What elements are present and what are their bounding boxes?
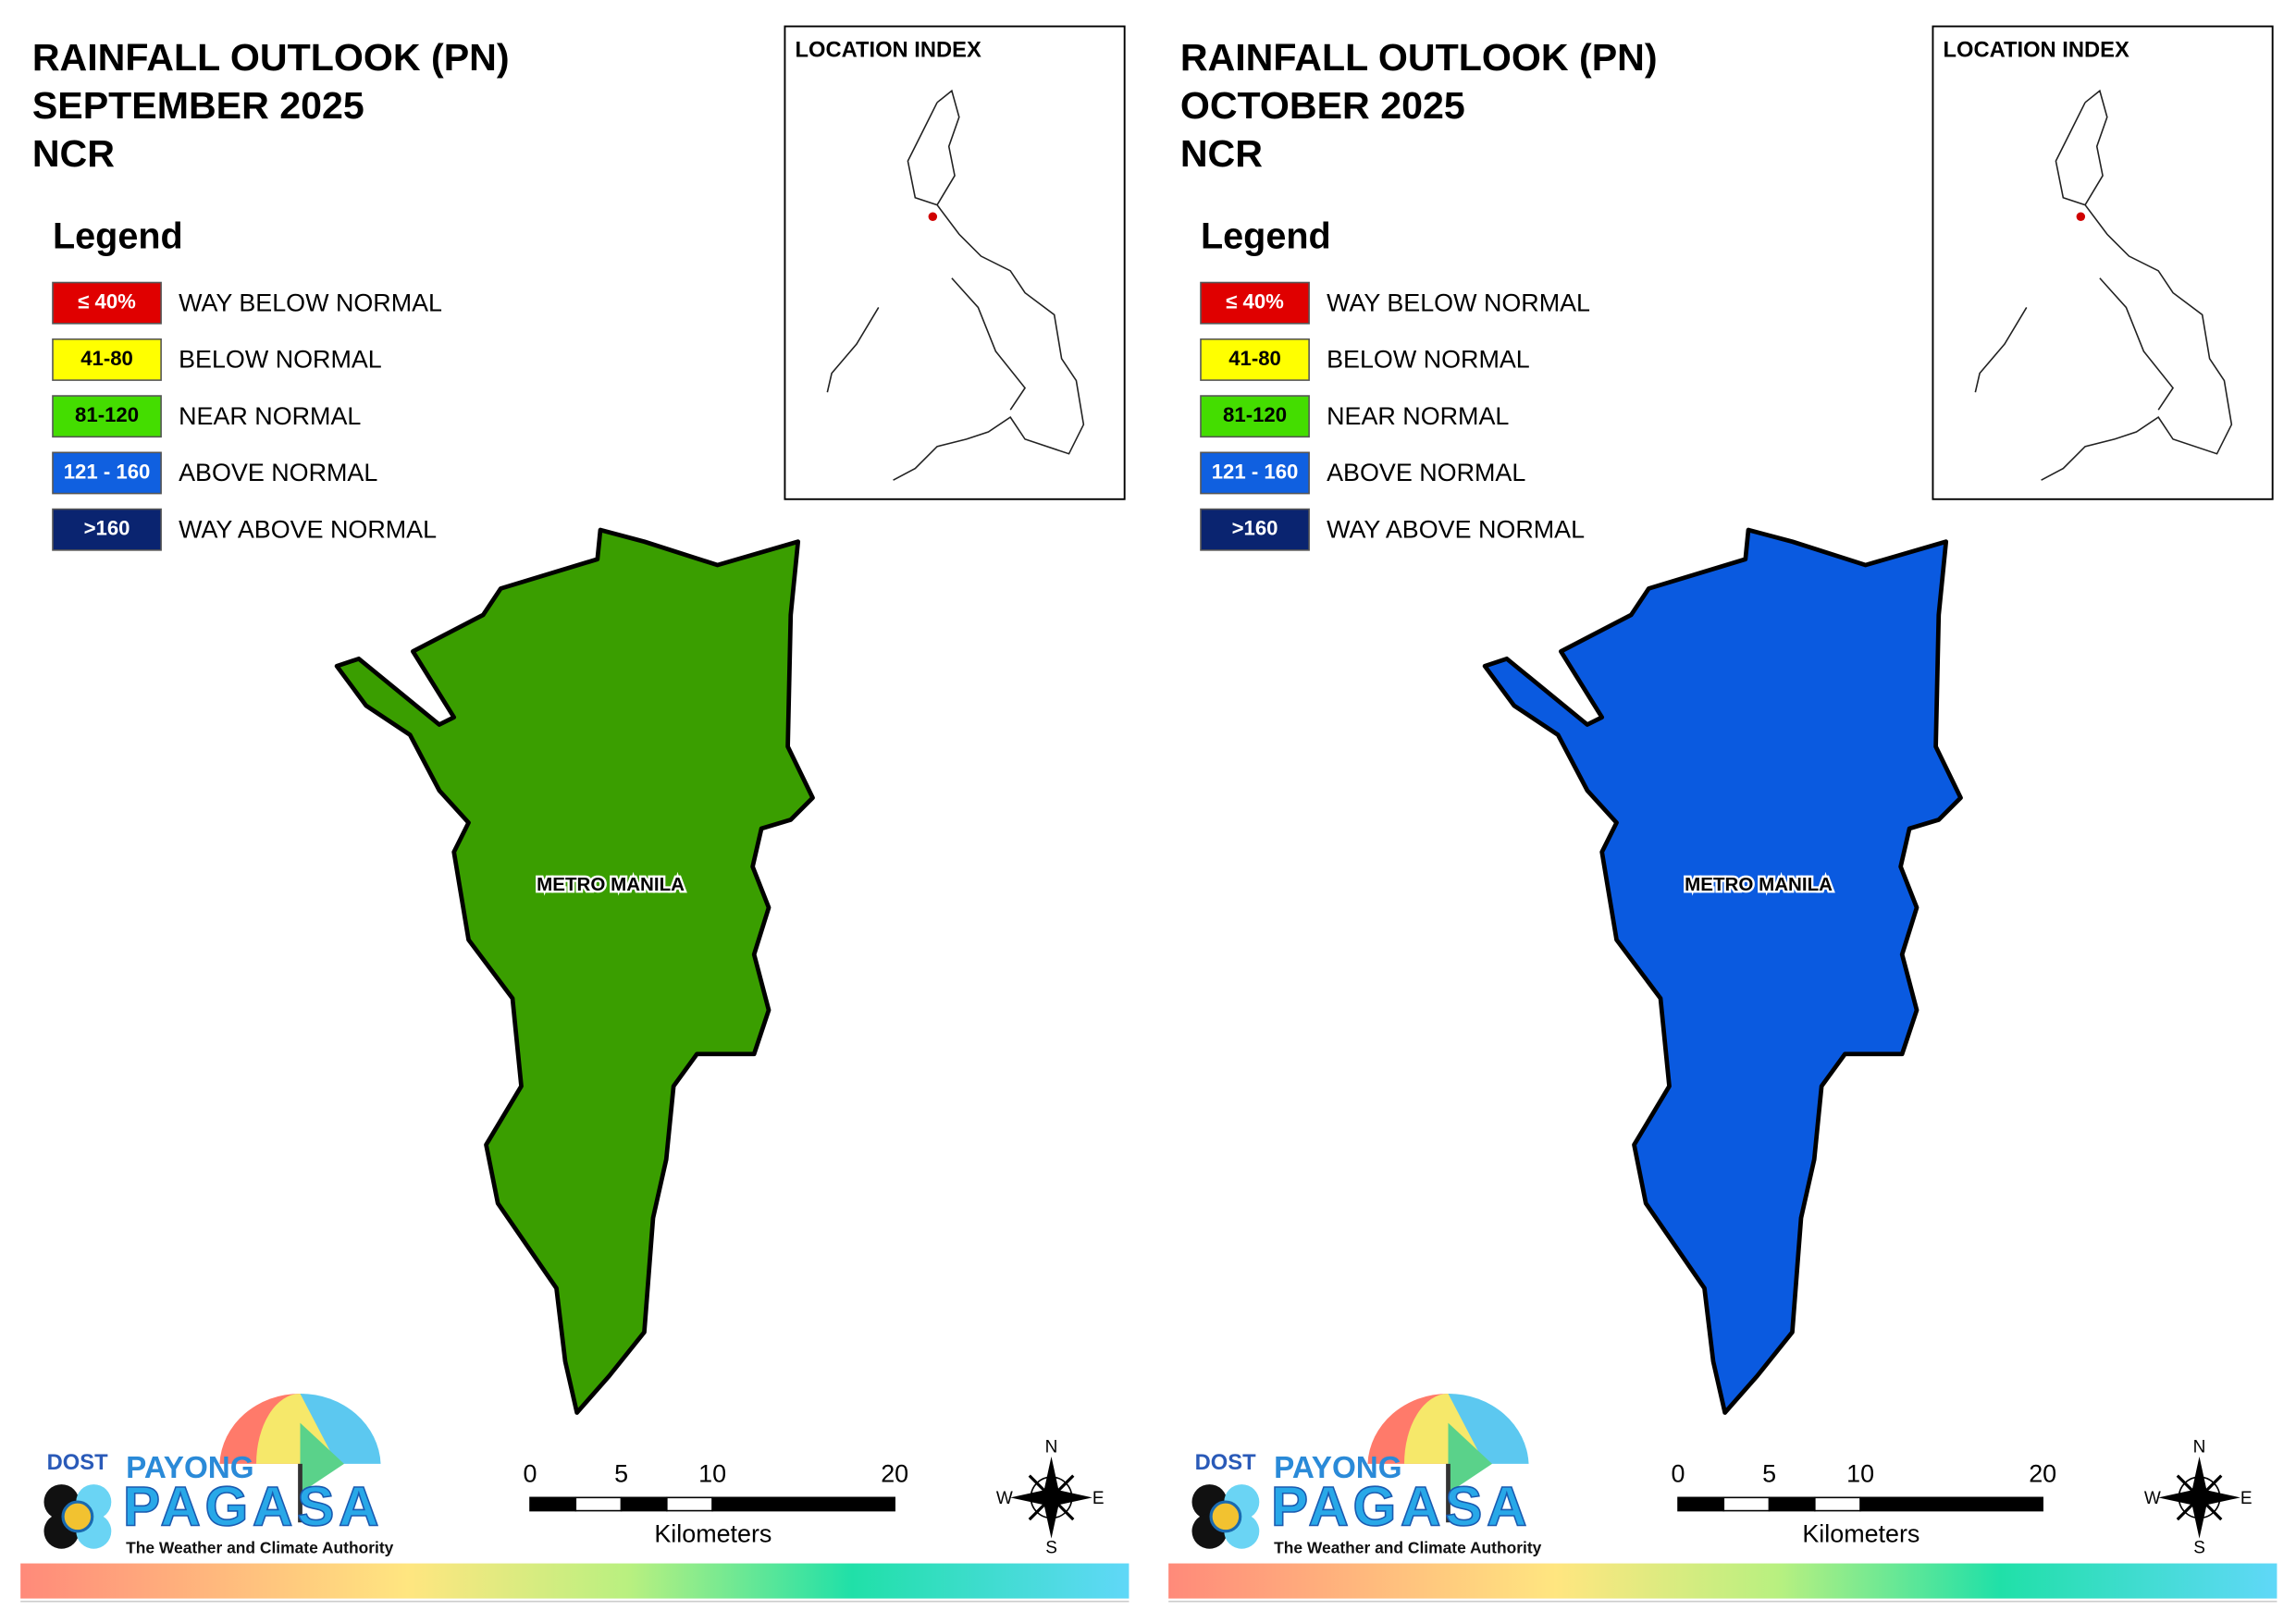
scale-segment [529, 1496, 577, 1512]
philippines-outline [826, 89, 1085, 481]
region-label: METRO MANILA [537, 874, 685, 895]
compass-s: S [2193, 1539, 2205, 1558]
legend-label: ABOVE NORMAL [1327, 459, 1525, 486]
scale-tick-label: 0 [1672, 1460, 1685, 1488]
region-area [334, 527, 815, 1415]
scale-segment [1722, 1496, 1771, 1512]
compass-star-minor [1028, 1474, 1075, 1521]
legend-label: BELOW NORMAL [179, 346, 382, 374]
legend-swatch [1200, 338, 1310, 381]
philippines-outline [1974, 89, 2233, 481]
logo-dost: DOST [47, 1451, 108, 1475]
compass-s: S [1045, 1539, 1057, 1558]
region-label: METRO MANILA [1685, 874, 1833, 895]
logo-pagasa: PAGASA [123, 1475, 383, 1537]
legend-swatch [52, 281, 162, 325]
legend-title: Legend [1201, 215, 1331, 256]
legend-swatch [1200, 395, 1310, 438]
legend-swatch [52, 451, 162, 495]
pagasa-seal [61, 1500, 94, 1533]
compass-n: N [1045, 1438, 1058, 1457]
compass-w: W [996, 1489, 1013, 1508]
ncr-marker [2076, 212, 2086, 222]
scale-segment [1814, 1496, 1861, 1512]
legend-swatch-label: 81-120 [75, 403, 139, 426]
scale-segment [1768, 1496, 1816, 1512]
location-index-title: LOCATION INDEX [796, 39, 981, 63]
legend-label: BELOW NORMAL [1327, 346, 1530, 374]
scale-tick-label: 20 [2029, 1460, 2056, 1488]
legend-swatch [52, 508, 162, 551]
title-line: RAINFALL OUTLOOK (PN) [32, 36, 510, 79]
logo-tagline: The Weather and Climate Authority [126, 1538, 393, 1556]
scale-segment [620, 1496, 668, 1512]
umbrella-green [1448, 1422, 1492, 1494]
logo-payong: PAYONG [126, 1451, 254, 1485]
scale-tick-label: 5 [1762, 1460, 1776, 1488]
scale-segment [574, 1496, 623, 1512]
legend-label: NEAR NORMAL [179, 402, 361, 430]
umbrella-green [300, 1422, 344, 1494]
location-index-box [784, 25, 1126, 500]
location-index-title: LOCATION INDEX [1944, 39, 2129, 63]
scale-unit: Kilometers [1802, 1520, 1920, 1548]
compass-n: N [2193, 1438, 2206, 1457]
legend-label: WAY ABOVE NORMAL [1327, 515, 1585, 543]
panel: RAINFALL OUTLOOK (PN) SEPTEMBER 2025 NCR Le… [20, 25, 1129, 1603]
logo-dost: DOST [1195, 1451, 1256, 1475]
legend-swatch-label: ≤ 40% [1226, 290, 1284, 314]
pagasa-seal [1209, 1500, 1242, 1533]
scale-tick-label: 10 [698, 1460, 726, 1488]
scale-unit: Kilometers [654, 1520, 772, 1548]
scale-segment [1677, 1496, 1725, 1512]
scale-segment [666, 1496, 713, 1512]
legend-swatch [1200, 281, 1310, 325]
compass-e: E [1092, 1489, 1105, 1508]
title-line: NCR [32, 132, 115, 175]
scale-tick-label: 5 [614, 1460, 628, 1488]
scale-tick-label: 10 [1846, 1460, 1874, 1488]
scale-segment [1859, 1496, 2043, 1512]
legend-label: NEAR NORMAL [1327, 402, 1509, 430]
ncr-marker [928, 212, 938, 222]
legend-swatch-label: 41-80 [80, 347, 133, 370]
panel: RAINFALL OUTLOOK (PN) OCTOBER 2025 NCR Lege… [1168, 25, 2277, 1603]
legend-swatch [1200, 451, 1310, 495]
legend-swatch-label: >160 [1232, 517, 1278, 540]
legend-label: WAY BELOW NORMAL [1327, 289, 1590, 316]
location-index-box [1932, 25, 2274, 500]
legend-swatch [1200, 508, 1310, 551]
scale-tick-label: 0 [524, 1460, 537, 1488]
legend-swatch-label: 41-80 [1228, 347, 1281, 370]
footer-band [1168, 1563, 2277, 1599]
legend-swatch [52, 338, 162, 381]
scale-tick-label: 20 [881, 1460, 908, 1488]
footer-band [20, 1563, 1129, 1599]
legend-swatch-label: >160 [84, 517, 130, 540]
title-line: SEPTEMBER 2025 [32, 84, 364, 127]
logo-pagasa: PAGASA [1271, 1475, 1531, 1537]
scale-segment [711, 1496, 895, 1512]
compass-e: E [2240, 1489, 2253, 1508]
title-line: OCTOBER 2025 [1180, 84, 1465, 127]
legend-label: WAY BELOW NORMAL [179, 289, 442, 316]
legend-swatch-label: 121 - 160 [1212, 460, 1299, 483]
legend-label: WAY ABOVE NORMAL [179, 515, 437, 543]
compass-w: W [2144, 1489, 2161, 1508]
title-line: RAINFALL OUTLOOK (PN) [1180, 36, 1658, 79]
compass-star-minor [2176, 1474, 2223, 1521]
title-line: NCR [1180, 132, 1263, 175]
logo-tagline: The Weather and Climate Authority [1274, 1538, 1541, 1556]
legend-swatch-label: ≤ 40% [78, 290, 136, 314]
legend-title: Legend [53, 215, 183, 256]
region-area [1482, 527, 1963, 1415]
legend-swatch-label: 121 - 160 [64, 460, 151, 483]
umbrella-right [300, 1393, 381, 1464]
legend-swatch-label: 81-120 [1223, 403, 1287, 426]
legend-swatch [52, 395, 162, 438]
logo-payong: PAYONG [1274, 1451, 1402, 1485]
umbrella-right [1448, 1393, 1529, 1464]
legend-label: ABOVE NORMAL [179, 459, 377, 486]
